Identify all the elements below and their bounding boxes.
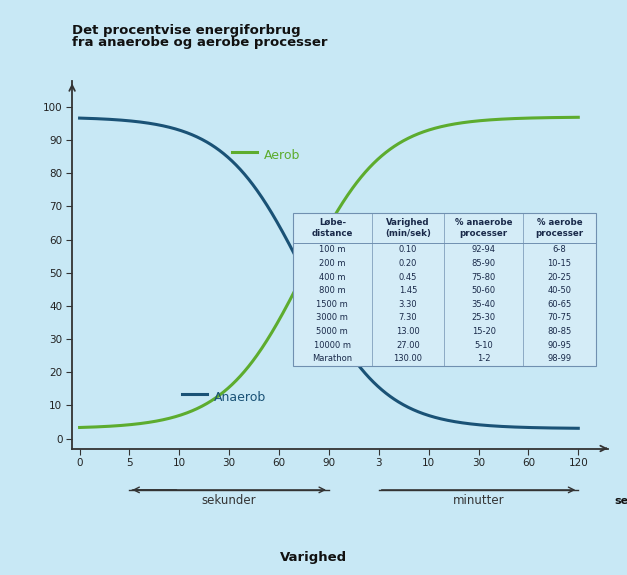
Text: 5000 m: 5000 m bbox=[317, 327, 348, 336]
Text: 800 m: 800 m bbox=[319, 286, 345, 295]
Text: 98-99: 98-99 bbox=[547, 354, 571, 363]
Text: sek/min: sek/min bbox=[614, 496, 627, 505]
Text: sekunder: sekunder bbox=[202, 494, 256, 507]
Text: 25-30: 25-30 bbox=[472, 313, 496, 323]
Text: 80-85: 80-85 bbox=[547, 327, 572, 336]
Text: 15-20: 15-20 bbox=[472, 327, 496, 336]
Text: 10000 m: 10000 m bbox=[314, 340, 351, 350]
Text: Det procentvise energiforbrug: Det procentvise energiforbrug bbox=[72, 24, 301, 37]
Text: 1-2: 1-2 bbox=[477, 354, 490, 363]
Text: 1.45: 1.45 bbox=[399, 286, 417, 295]
Text: Aerob: Aerob bbox=[264, 148, 300, 162]
Text: 70-75: 70-75 bbox=[547, 313, 572, 323]
Text: 200 m: 200 m bbox=[319, 259, 345, 268]
Text: 92-94: 92-94 bbox=[472, 246, 496, 254]
Text: Marathon: Marathon bbox=[312, 354, 352, 363]
Bar bbox=[293, 213, 596, 366]
Text: 27.00: 27.00 bbox=[396, 340, 420, 350]
Text: 13.00: 13.00 bbox=[396, 327, 420, 336]
Text: 75-80: 75-80 bbox=[472, 273, 496, 282]
Text: Anaerob: Anaerob bbox=[214, 390, 266, 404]
Text: minutter: minutter bbox=[453, 494, 504, 507]
Text: 130.00: 130.00 bbox=[394, 354, 423, 363]
Text: 3.30: 3.30 bbox=[399, 300, 418, 309]
Text: 7.30: 7.30 bbox=[399, 313, 418, 323]
Text: 20-25: 20-25 bbox=[547, 273, 571, 282]
Text: Løbe-
distance: Løbe- distance bbox=[312, 218, 353, 238]
Text: 60-65: 60-65 bbox=[547, 300, 572, 309]
Text: 50-60: 50-60 bbox=[472, 286, 496, 295]
Text: 0.20: 0.20 bbox=[399, 259, 417, 268]
Text: 10-15: 10-15 bbox=[547, 259, 571, 268]
Text: 1500 m: 1500 m bbox=[317, 300, 348, 309]
Text: % aerobe
processer: % aerobe processer bbox=[535, 218, 584, 238]
Text: Varighed
(min/sek): Varighed (min/sek) bbox=[385, 218, 431, 238]
Text: 35-40: 35-40 bbox=[472, 300, 496, 309]
Text: 90-95: 90-95 bbox=[547, 340, 571, 350]
Text: 400 m: 400 m bbox=[319, 273, 345, 282]
Text: Varighed: Varighed bbox=[280, 551, 347, 564]
Text: 100 m: 100 m bbox=[319, 246, 345, 254]
Text: 6-8: 6-8 bbox=[552, 246, 566, 254]
Text: 0.45: 0.45 bbox=[399, 273, 417, 282]
Text: 40-50: 40-50 bbox=[547, 286, 571, 295]
Text: 3000 m: 3000 m bbox=[317, 313, 349, 323]
Text: 0.10: 0.10 bbox=[399, 246, 417, 254]
Text: 85-90: 85-90 bbox=[472, 259, 496, 268]
Text: 5-10: 5-10 bbox=[475, 340, 493, 350]
Text: % anaerobe
processer: % anaerobe processer bbox=[455, 218, 512, 238]
Text: fra anaerobe og aerobe processer: fra anaerobe og aerobe processer bbox=[72, 36, 327, 49]
